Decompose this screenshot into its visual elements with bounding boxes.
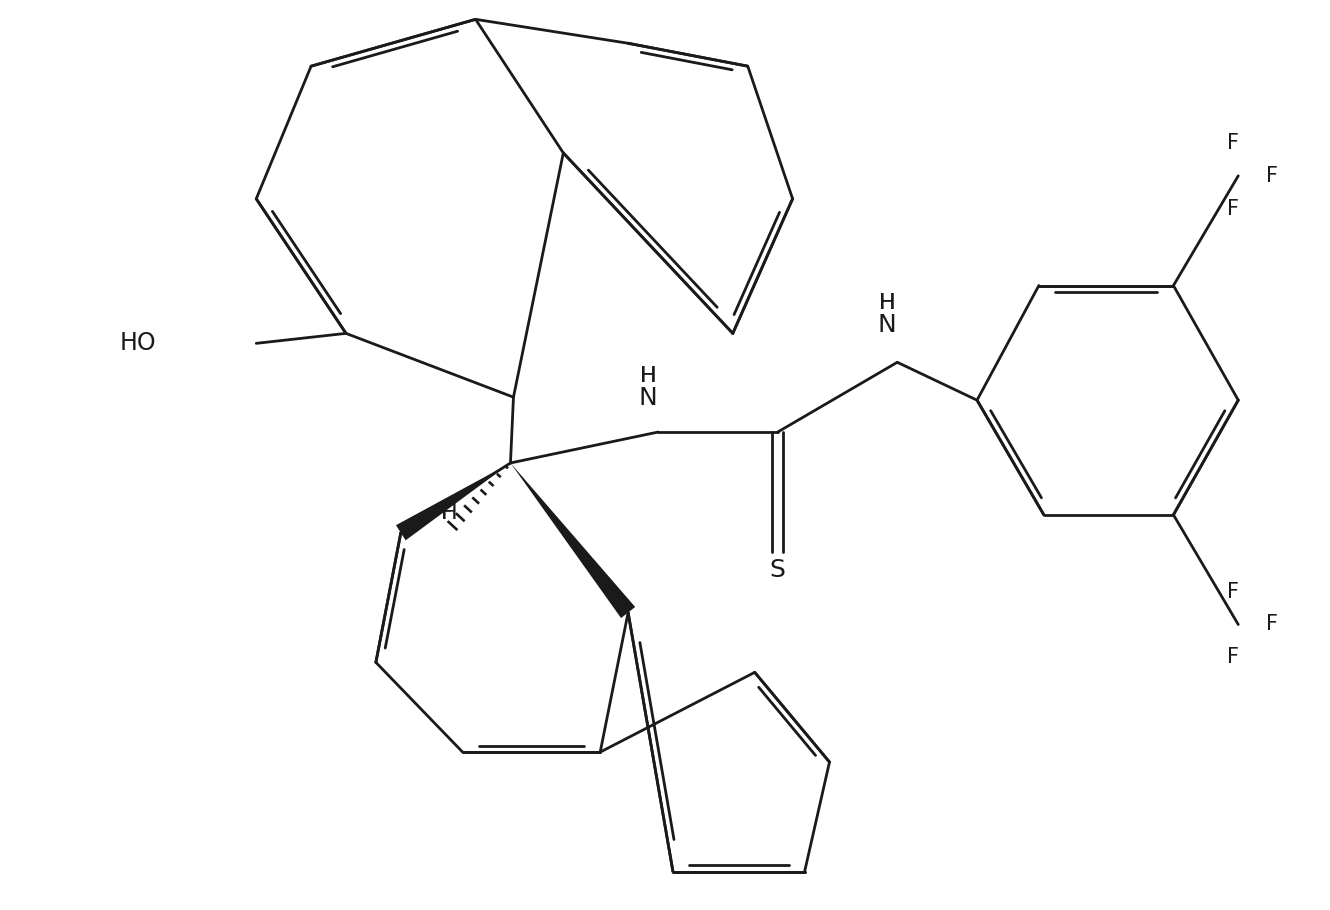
Text: N: N — [638, 386, 657, 410]
Text: F: F — [1266, 614, 1278, 634]
Text: H: H — [442, 503, 458, 523]
Text: F: F — [1266, 166, 1278, 186]
Text: F: F — [1228, 133, 1240, 153]
Polygon shape — [511, 463, 636, 618]
Text: S: S — [770, 558, 786, 581]
Text: N: N — [878, 313, 896, 338]
Text: N: N — [878, 313, 896, 338]
Text: N: N — [638, 386, 657, 410]
Text: N: N — [638, 386, 657, 410]
Text: N: N — [878, 313, 896, 338]
Text: F: F — [1228, 647, 1240, 667]
Polygon shape — [396, 463, 511, 541]
Text: HO: HO — [120, 331, 157, 355]
Text: H: H — [442, 503, 458, 523]
Text: H: H — [454, 501, 472, 525]
Text: F: F — [1228, 198, 1240, 218]
Text: F: F — [1228, 581, 1240, 602]
Text: H: H — [879, 293, 895, 313]
Text: H: H — [640, 366, 657, 386]
Text: S: S — [770, 558, 786, 581]
Text: H: H — [640, 366, 657, 386]
Text: H: H — [879, 293, 895, 313]
Text: S: S — [770, 558, 786, 581]
